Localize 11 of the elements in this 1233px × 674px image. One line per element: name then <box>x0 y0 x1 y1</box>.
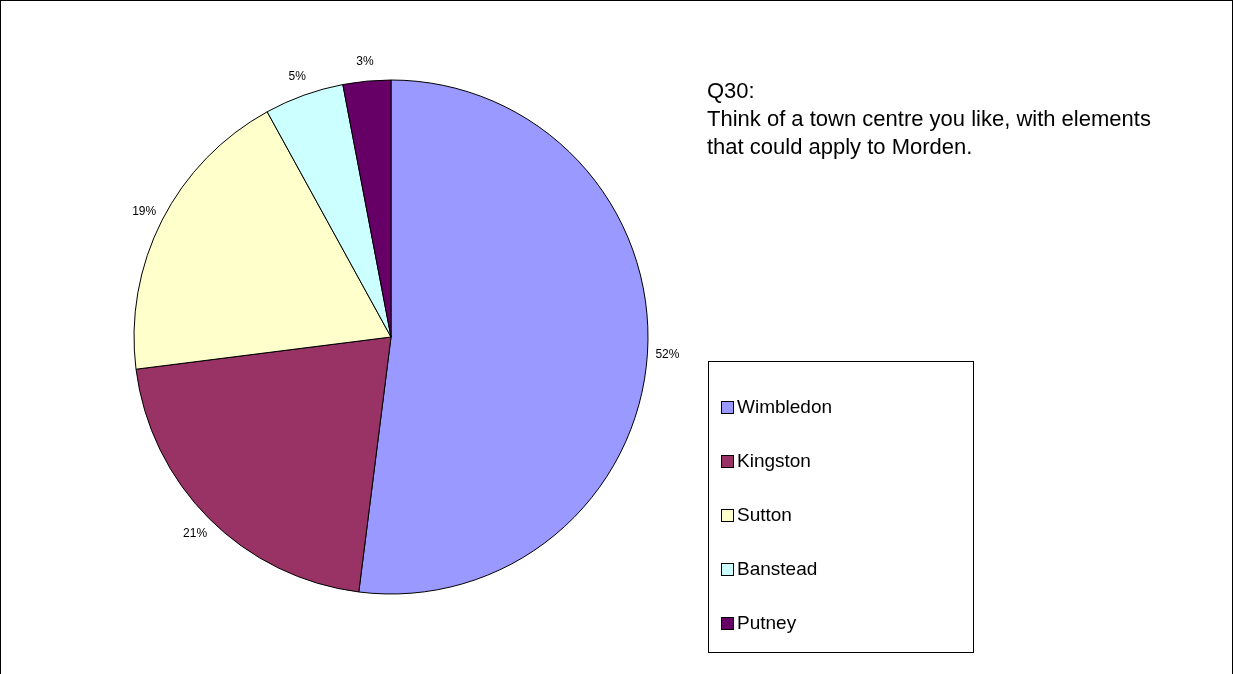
data-label: 3% <box>356 54 374 69</box>
data-label: 21% <box>183 525 208 540</box>
legend-label: Wimbledon <box>737 396 833 418</box>
text: Q30: Think of a town centre you like, with elements that could apply to Morden. <box>707 77 1152 161</box>
legend-label: Sutton <box>737 504 792 526</box>
legend-label: Banstead <box>737 558 818 580</box>
data-label: 5% <box>288 69 307 84</box>
data-label: 52% <box>655 347 680 362</box>
data-label: 19% <box>132 204 157 219</box>
legend-label: Kingston <box>737 450 811 472</box>
legend-label: Putney <box>737 612 797 634</box>
